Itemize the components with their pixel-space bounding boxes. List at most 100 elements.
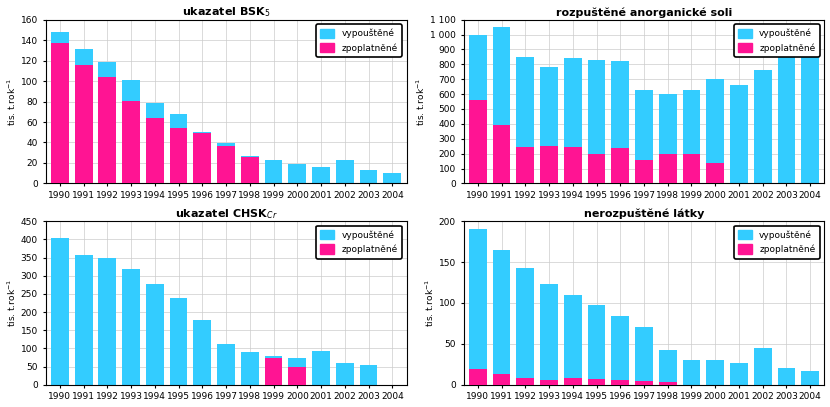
Bar — [75, 65, 92, 184]
Bar — [75, 255, 92, 385]
Bar — [659, 381, 676, 385]
Bar — [169, 128, 188, 184]
Bar — [588, 60, 605, 184]
Bar — [51, 43, 69, 184]
Bar — [730, 363, 748, 385]
Bar — [801, 46, 819, 184]
Bar — [635, 327, 653, 385]
Bar — [146, 284, 164, 385]
Legend: vypouštěné, zpoplatněné: vypouštěné, zpoplatněné — [734, 24, 820, 57]
Bar — [265, 160, 282, 184]
Bar — [169, 298, 188, 385]
Legend: vypouštěné, zpoplatněné: vypouštěné, zpoplatněné — [316, 24, 402, 57]
Title: ukazatel BSK$_5$: ukazatel BSK$_5$ — [182, 6, 271, 20]
Bar — [469, 229, 486, 385]
Bar — [564, 147, 582, 184]
Bar — [682, 154, 701, 184]
Bar — [682, 360, 701, 385]
Bar — [635, 160, 653, 184]
Title: nerozpuštěné látky: nerozpuštěné látky — [583, 208, 704, 219]
Bar — [312, 167, 330, 184]
Bar — [383, 173, 401, 184]
Bar — [75, 49, 92, 184]
Bar — [99, 77, 116, 184]
Bar — [635, 381, 653, 385]
Bar — [493, 27, 510, 184]
Bar — [516, 378, 535, 385]
Bar — [336, 363, 354, 385]
Bar — [193, 132, 211, 184]
Bar — [801, 371, 819, 385]
Bar — [265, 357, 282, 385]
Bar — [778, 368, 795, 385]
Bar — [493, 374, 510, 385]
Bar — [241, 352, 259, 385]
Bar — [564, 59, 582, 184]
Bar — [51, 32, 69, 184]
Bar — [193, 133, 211, 184]
Bar — [122, 101, 140, 184]
Bar — [706, 79, 724, 184]
Bar — [99, 62, 116, 184]
Bar — [659, 350, 676, 385]
Bar — [359, 365, 378, 385]
Bar — [469, 369, 486, 385]
Bar — [193, 320, 211, 385]
Bar — [706, 162, 724, 184]
Bar — [588, 304, 605, 385]
Bar — [359, 170, 378, 184]
Bar — [612, 316, 629, 385]
Bar — [754, 70, 772, 184]
Bar — [288, 357, 306, 385]
Bar — [241, 156, 259, 184]
Bar — [635, 90, 653, 184]
Bar — [469, 100, 486, 184]
Y-axis label: tis. t.rok$^{-1}$: tis. t.rok$^{-1}$ — [423, 279, 436, 327]
Bar — [778, 55, 795, 184]
Bar — [588, 379, 605, 385]
Bar — [659, 154, 676, 184]
Bar — [612, 61, 629, 184]
Bar — [146, 103, 164, 184]
Bar — [146, 118, 164, 184]
Bar — [288, 164, 306, 184]
Bar — [493, 125, 510, 184]
Legend: vypouštěné, zpoplatněné: vypouštěné, zpoplatněné — [734, 225, 820, 258]
Bar — [265, 356, 282, 385]
Bar — [612, 149, 629, 184]
Bar — [516, 147, 535, 184]
Bar — [122, 269, 140, 385]
Y-axis label: tis. t.rok$^{-1}$: tis. t.rok$^{-1}$ — [6, 77, 18, 126]
Bar — [312, 351, 330, 385]
Bar — [336, 160, 354, 184]
Bar — [51, 238, 69, 385]
Bar — [540, 284, 558, 385]
Legend: vypouštěné, zpoplatněné: vypouštěné, zpoplatněné — [316, 225, 402, 258]
Title: rozpuštěné anorganické soli: rozpuštěné anorganické soli — [556, 7, 732, 18]
Y-axis label: tis. t.rok$^{-1}$: tis. t.rok$^{-1}$ — [6, 279, 18, 327]
Bar — [493, 250, 510, 385]
Bar — [99, 258, 116, 385]
Bar — [754, 348, 772, 385]
Bar — [659, 94, 676, 184]
Bar — [564, 378, 582, 385]
Y-axis label: tis. t.rok$^{-1}$: tis. t.rok$^{-1}$ — [415, 77, 427, 126]
Bar — [241, 157, 259, 184]
Bar — [217, 146, 235, 184]
Bar — [288, 367, 306, 385]
Bar — [469, 35, 486, 184]
Bar — [516, 268, 535, 385]
Bar — [540, 67, 558, 184]
Bar — [217, 144, 235, 184]
Bar — [217, 344, 235, 385]
Bar — [540, 380, 558, 385]
Bar — [730, 85, 748, 184]
Bar — [169, 114, 188, 184]
Bar — [682, 90, 701, 184]
Bar — [564, 295, 582, 385]
Bar — [122, 80, 140, 184]
Bar — [706, 360, 724, 385]
Title: ukazatel CHSK$_{Cr}$: ukazatel CHSK$_{Cr}$ — [175, 207, 277, 221]
Bar — [540, 146, 558, 184]
Bar — [588, 154, 605, 184]
